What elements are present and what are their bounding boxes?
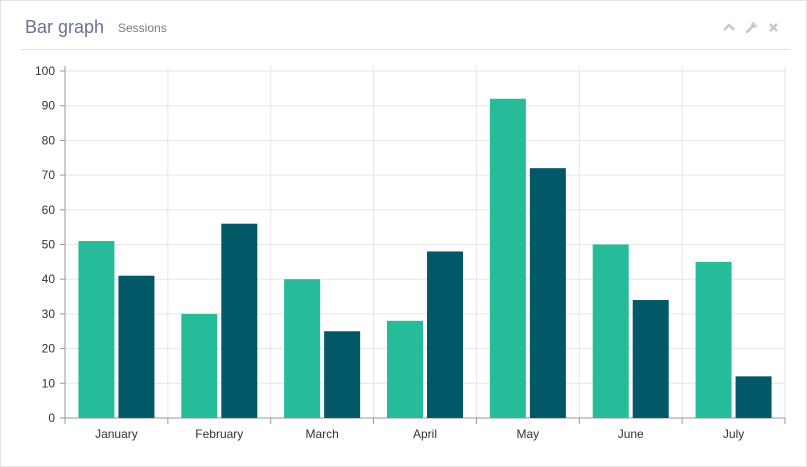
y-tick-label: 60 <box>42 203 56 217</box>
y-tick-label: 20 <box>42 342 56 356</box>
bar <box>221 223 258 418</box>
y-tick-label: 50 <box>42 238 56 252</box>
y-tick-label: 70 <box>42 168 56 182</box>
y-tick-label: 90 <box>42 99 56 113</box>
y-tick-label: 100 <box>35 64 55 78</box>
bar <box>181 313 218 418</box>
bar <box>427 251 463 418</box>
y-tick-label: 30 <box>42 307 56 321</box>
x-tick-label: May <box>517 427 540 441</box>
panel-subtitle: Sessions <box>118 21 167 35</box>
y-tick-label: 80 <box>42 133 56 147</box>
bar <box>735 376 772 418</box>
bar <box>118 275 155 418</box>
bar <box>78 241 115 418</box>
close-icon[interactable] <box>766 20 780 34</box>
panel-tools <box>722 20 780 34</box>
bar <box>324 331 361 418</box>
y-tick-label: 0 <box>48 411 55 425</box>
bar <box>529 168 566 418</box>
chevron-up-icon[interactable] <box>722 20 736 34</box>
x-tick-label: July <box>723 427 744 441</box>
wrench-icon[interactable] <box>744 20 758 34</box>
x-tick-label: April <box>413 427 437 441</box>
bar <box>592 244 629 418</box>
x-tick-label: March <box>305 427 338 441</box>
bar <box>387 320 423 418</box>
x-tick-label: January <box>95 427 138 441</box>
bar <box>695 261 732 418</box>
panel-header: Bar graph Sessions <box>21 1 790 50</box>
x-tick-label: June <box>618 427 644 441</box>
bar <box>284 279 321 418</box>
y-tick-label: 10 <box>42 376 56 390</box>
bar <box>489 98 526 418</box>
panel-title: Bar graph <box>25 17 105 37</box>
x-tick-label: February <box>195 427 243 441</box>
y-tick-label: 40 <box>42 272 56 286</box>
bar <box>632 300 669 418</box>
